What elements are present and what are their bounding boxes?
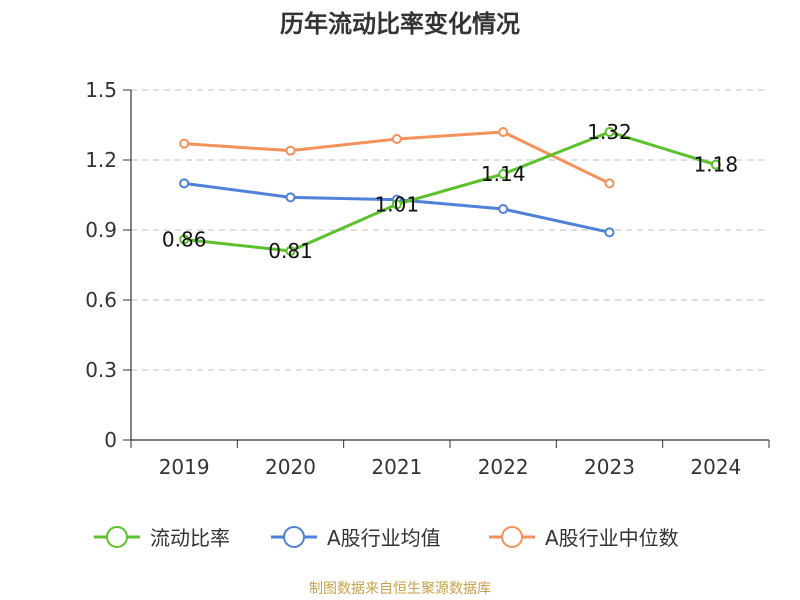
chart-title: 历年流动比率变化情况 bbox=[280, 10, 520, 38]
data-label: 0.81 bbox=[268, 239, 313, 263]
legend[interactable]: 流动比率 A股行业均值 A股行业中位数 bbox=[94, 526, 679, 550]
data-point bbox=[604, 227, 615, 238]
data-label: 1.18 bbox=[694, 153, 739, 177]
x-tick-label: 2024 bbox=[690, 455, 741, 479]
series-line bbox=[184, 130, 717, 253]
y-tick-label: 0.9 bbox=[85, 218, 117, 242]
data-point bbox=[179, 138, 190, 149]
data-point bbox=[285, 145, 296, 156]
x-tick-label: 2023 bbox=[584, 455, 635, 479]
legend-label: A股行业均值 bbox=[327, 526, 441, 550]
data-point bbox=[391, 199, 402, 210]
legend-label: A股行业中位数 bbox=[545, 526, 679, 550]
legend-item[interactable]: A股行业中位数 bbox=[489, 526, 679, 550]
data-label: 1.14 bbox=[481, 162, 526, 186]
legend-marker bbox=[501, 526, 523, 548]
data-point bbox=[498, 204, 509, 214]
data-point bbox=[285, 246, 296, 256]
data-point bbox=[498, 169, 509, 179]
x-tick-label: 2021 bbox=[371, 455, 422, 479]
legend-item[interactable]: A股行业均值 bbox=[271, 526, 441, 550]
series-lines bbox=[179, 127, 721, 256]
x-tick-label: 2019 bbox=[159, 455, 210, 479]
data-point bbox=[604, 178, 615, 189]
data-point bbox=[391, 134, 402, 144]
data-point bbox=[179, 234, 190, 245]
y-tick-label: 1.5 bbox=[85, 78, 117, 102]
data-point bbox=[179, 178, 190, 189]
data-label: 0.86 bbox=[162, 227, 207, 251]
legend-item[interactable]: 流动比率 bbox=[94, 526, 230, 550]
data-point bbox=[498, 127, 509, 137]
data-point bbox=[710, 159, 721, 170]
y-tick-label: 0.3 bbox=[85, 358, 117, 382]
data-source-note: 制图数据来自恒生聚源数据库 bbox=[309, 581, 491, 597]
y-tick-label: 1.2 bbox=[85, 148, 117, 172]
data-point bbox=[604, 127, 615, 137]
axes: 0 0.3 0.6 0.9 1.2 1.5 2019 2020 2021 2022 2023 2024 bbox=[85, 78, 770, 479]
legend-marker bbox=[283, 526, 305, 548]
legend-label: 流动比率 bbox=[150, 526, 230, 550]
y-tick-label: 0.6 bbox=[85, 288, 117, 312]
legend-marker bbox=[106, 526, 128, 548]
y-tick-label: 0 bbox=[104, 428, 117, 452]
data-labels: 0.86 0.81 1.01 1.14 1.32 1.18 bbox=[162, 120, 738, 263]
x-tick-label: 2020 bbox=[265, 455, 316, 479]
grid-lines bbox=[131, 89, 769, 371]
x-tick-label: 2022 bbox=[478, 455, 529, 479]
data-label: 1.32 bbox=[587, 120, 632, 144]
data-point bbox=[285, 192, 296, 203]
data-label: 1.01 bbox=[375, 192, 420, 216]
